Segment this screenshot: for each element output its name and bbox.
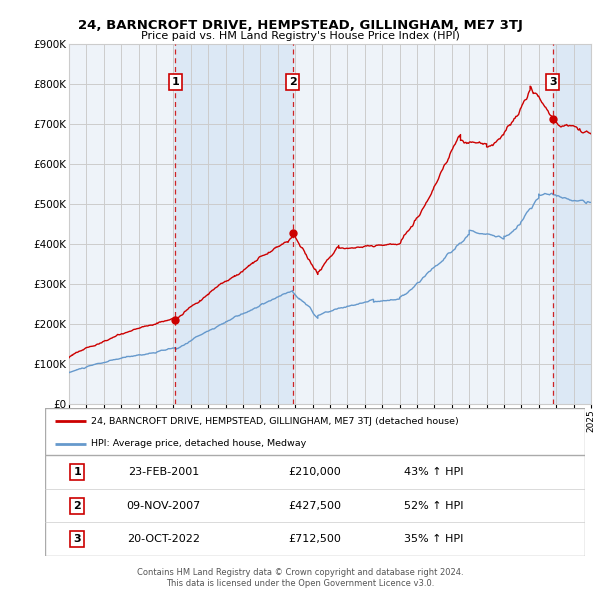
Text: 2: 2 xyxy=(74,501,81,510)
Bar xyxy=(553,44,591,404)
Text: 3: 3 xyxy=(74,534,81,544)
Text: 35% ↑ HPI: 35% ↑ HPI xyxy=(404,534,463,544)
Text: £427,500: £427,500 xyxy=(289,501,341,510)
Text: £712,500: £712,500 xyxy=(289,534,341,544)
Text: 1: 1 xyxy=(74,467,81,477)
Text: 24, BARNCROFT DRIVE, HEMPSTEAD, GILLINGHAM, ME7 3TJ: 24, BARNCROFT DRIVE, HEMPSTEAD, GILLINGH… xyxy=(77,19,523,32)
Text: £210,000: £210,000 xyxy=(289,467,341,477)
Text: 43% ↑ HPI: 43% ↑ HPI xyxy=(404,467,464,477)
Text: This data is licensed under the Open Government Licence v3.0.: This data is licensed under the Open Gov… xyxy=(166,579,434,588)
Text: 52% ↑ HPI: 52% ↑ HPI xyxy=(404,501,464,510)
Text: 3: 3 xyxy=(549,77,557,87)
Text: Contains HM Land Registry data © Crown copyright and database right 2024.: Contains HM Land Registry data © Crown c… xyxy=(137,568,463,576)
Text: 24, BARNCROFT DRIVE, HEMPSTEAD, GILLINGHAM, ME7 3TJ (detached house): 24, BARNCROFT DRIVE, HEMPSTEAD, GILLINGH… xyxy=(91,417,458,426)
Text: 23-FEB-2001: 23-FEB-2001 xyxy=(128,467,199,477)
Text: 2: 2 xyxy=(289,77,296,87)
Text: 1: 1 xyxy=(172,77,179,87)
Text: 09-NOV-2007: 09-NOV-2007 xyxy=(127,501,201,510)
Text: Price paid vs. HM Land Registry's House Price Index (HPI): Price paid vs. HM Land Registry's House … xyxy=(140,31,460,41)
Bar xyxy=(175,44,293,404)
Text: HPI: Average price, detached house, Medway: HPI: Average price, detached house, Medw… xyxy=(91,439,306,448)
Text: 20-OCT-2022: 20-OCT-2022 xyxy=(127,534,200,544)
